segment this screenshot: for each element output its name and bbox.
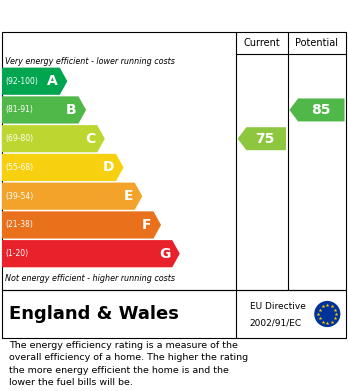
Polygon shape [2,68,67,95]
Text: 2002/91/EC: 2002/91/EC [250,318,302,327]
Polygon shape [2,154,124,181]
Polygon shape [2,125,105,152]
Polygon shape [290,99,345,122]
Text: (92-100): (92-100) [5,77,38,86]
Text: Energy Efficiency Rating: Energy Efficiency Rating [10,9,232,23]
Text: B: B [66,103,77,117]
Text: (1-20): (1-20) [5,249,28,258]
Text: (21-38): (21-38) [5,221,33,230]
Text: (69-80): (69-80) [5,134,33,143]
Text: 85: 85 [311,103,330,117]
Text: G: G [159,247,171,261]
Text: (39-54): (39-54) [5,192,33,201]
Text: Potential: Potential [295,38,339,48]
Text: 75: 75 [256,132,275,146]
Text: E: E [124,189,133,203]
Text: EU Directive: EU Directive [250,302,306,311]
Polygon shape [2,240,180,267]
Text: A: A [47,74,58,88]
Text: C: C [85,132,95,146]
Text: F: F [142,218,152,232]
Polygon shape [2,212,161,239]
Text: Not energy efficient - higher running costs: Not energy efficient - higher running co… [5,274,175,283]
Text: (81-91): (81-91) [5,106,33,115]
Text: The energy efficiency rating is a measure of the
overall efficiency of a home. T: The energy efficiency rating is a measur… [9,341,248,387]
Text: Current: Current [244,38,280,48]
Polygon shape [238,127,286,150]
Text: D: D [103,160,114,174]
Ellipse shape [314,301,340,327]
Text: Very energy efficient - lower running costs: Very energy efficient - lower running co… [5,57,175,66]
Text: England & Wales: England & Wales [9,305,179,323]
Polygon shape [2,96,86,124]
Polygon shape [2,183,142,210]
Text: (55-68): (55-68) [5,163,33,172]
